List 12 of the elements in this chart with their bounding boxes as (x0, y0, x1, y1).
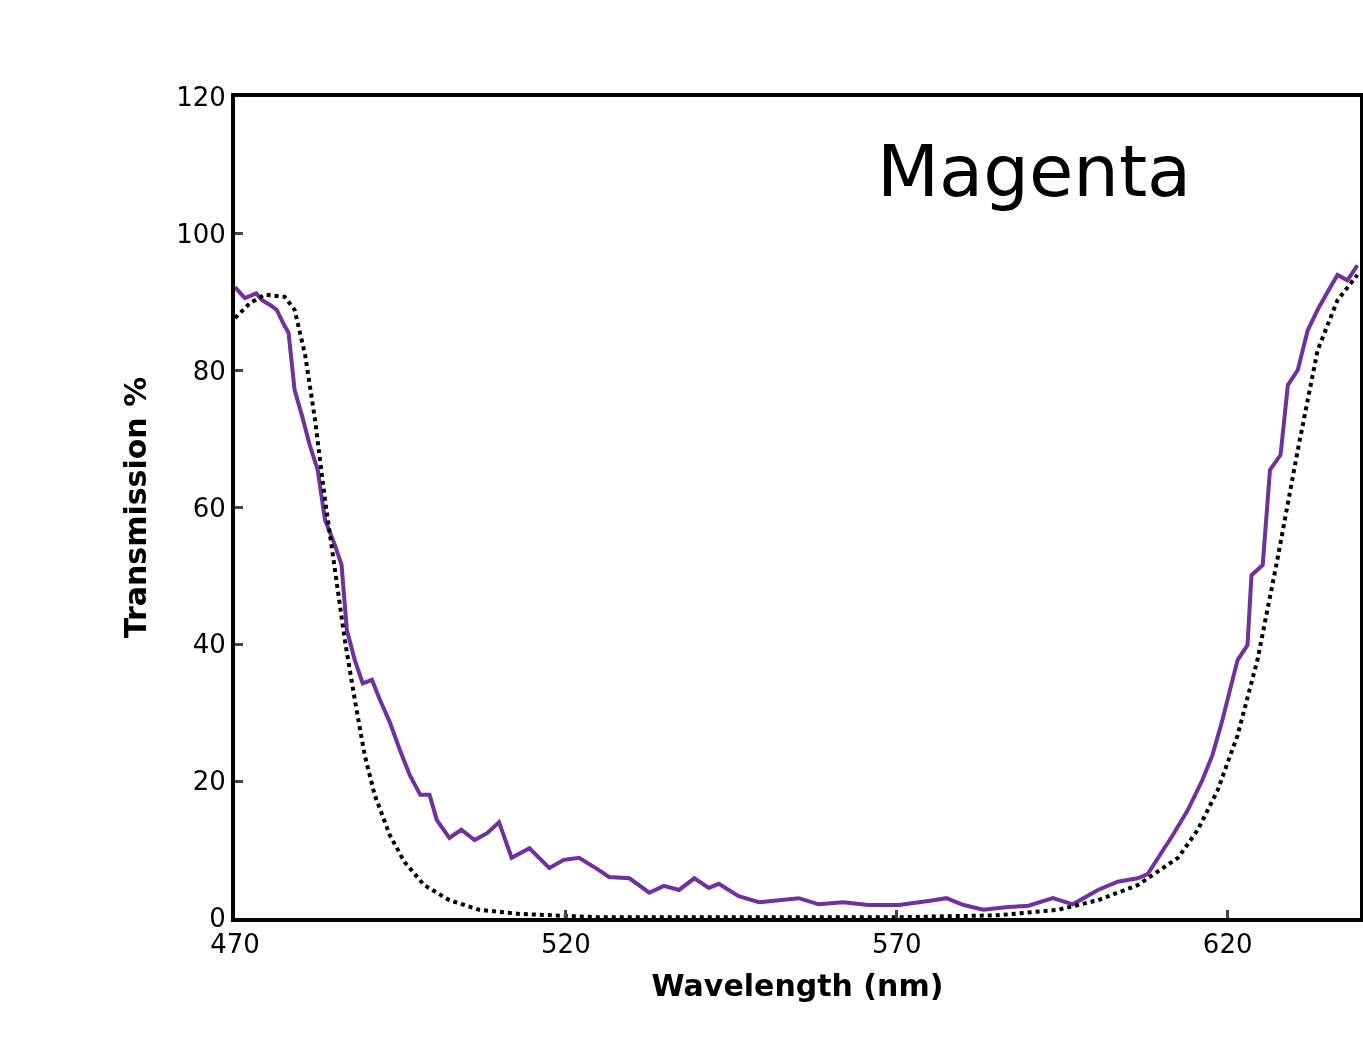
x-tick-label: 520 (541, 929, 591, 960)
x-axis-title: Wavelength (nm) (651, 968, 944, 1004)
y-tick-label: 20 (192, 766, 226, 797)
y-tick-label: 60 (192, 492, 226, 523)
y-tick-label: 40 (192, 629, 226, 660)
y-axis-title: Transmission % (117, 376, 153, 639)
y-tick-label: 120 (176, 82, 226, 113)
annotation: Magenta (877, 129, 1192, 213)
y-tick-label: 100 (176, 218, 226, 249)
x-tick-label: 570 (871, 929, 922, 960)
y-tick-label: 80 (192, 355, 226, 386)
x-tick-label: 620 (1202, 929, 1253, 960)
